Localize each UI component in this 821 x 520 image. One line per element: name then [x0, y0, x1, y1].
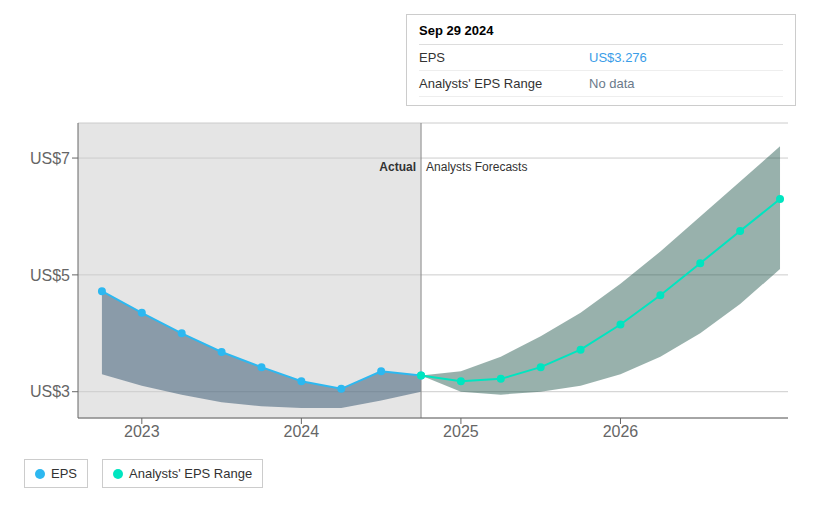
- svg-text:2024: 2024: [284, 423, 320, 440]
- svg-text:2023: 2023: [124, 423, 160, 440]
- html-text:No data: No data: [589, 76, 635, 91]
- svg-text:Analysts Forecasts: Analysts Forecasts: [426, 160, 527, 174]
- svg-text:2025: 2025: [443, 423, 479, 440]
- svg-text:US$5: US$5: [30, 267, 70, 284]
- html-text:Analysts' EPS Range: Analysts' EPS Range: [129, 466, 253, 481]
- html-text:EPS: EPS: [419, 50, 445, 65]
- svg-text:Actual: Actual: [379, 160, 416, 174]
- html-text:Sep 29 2024: Sep 29 2024: [419, 23, 494, 38]
- svg-text:2026: 2026: [603, 423, 639, 440]
- html-text:EPS: EPS: [51, 466, 77, 481]
- html-text:US$3.276: US$3.276: [589, 50, 647, 65]
- svg-text:US$7: US$7: [30, 150, 70, 167]
- svg-text:US$3: US$3: [30, 383, 70, 400]
- html-text:Analysts' EPS Range: Analysts' EPS Range: [419, 76, 543, 91]
